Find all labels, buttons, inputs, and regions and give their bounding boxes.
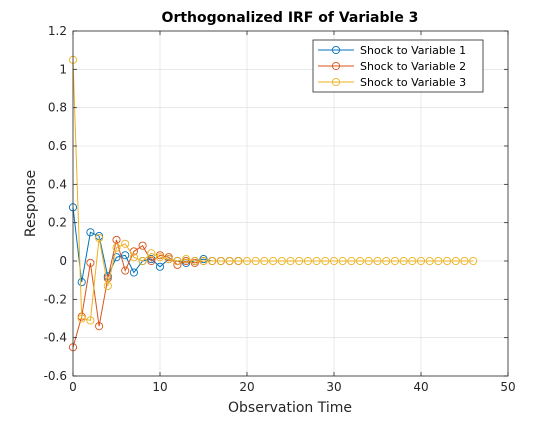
- x-tick-label: 10: [152, 380, 167, 394]
- x-tick-label: 50: [500, 380, 515, 394]
- data-point: [364, 256, 373, 266]
- series-layer: [68, 55, 478, 352]
- data-point: [225, 256, 234, 266]
- y-tick-label: -0.6: [44, 369, 67, 383]
- data-point: [147, 249, 156, 258]
- y-tick-label: 1: [59, 62, 67, 76]
- legend-marker: [331, 77, 341, 87]
- data-point: [112, 243, 121, 252]
- data-point: [155, 262, 165, 271]
- data-point: [86, 316, 95, 325]
- data-point: [469, 256, 478, 266]
- data-point: [147, 256, 156, 266]
- data-point: [277, 256, 286, 266]
- legend-label: Shock to Variable 2: [360, 60, 466, 73]
- data-point: [242, 256, 252, 266]
- data-point: [86, 258, 95, 267]
- y-tick-label: 1.2: [48, 24, 67, 38]
- data-point: [425, 256, 434, 266]
- data-point: [164, 255, 173, 264]
- legend-marker: [331, 45, 341, 55]
- data-point: [103, 274, 112, 283]
- data-point: [451, 256, 460, 266]
- data-point: [164, 253, 173, 262]
- data-point: [251, 256, 260, 266]
- y-tick-label: 0: [59, 254, 67, 268]
- data-point: [182, 256, 191, 266]
- data-point: [303, 256, 312, 266]
- data-point: [182, 255, 191, 264]
- data-point: [121, 251, 130, 260]
- series-line: [72, 59, 474, 322]
- y-tick-label: 0.6: [48, 139, 67, 153]
- data-point: [95, 322, 104, 331]
- data-point: [269, 256, 278, 266]
- chart-title: Orthogonalized IRF of Variable 3: [162, 10, 419, 26]
- x-tick-label: 0: [69, 380, 77, 394]
- data-point: [190, 256, 199, 266]
- data-point: [390, 256, 399, 266]
- data-point: [312, 256, 321, 266]
- x-tick-label: 40: [413, 380, 428, 394]
- data-point: [338, 256, 347, 266]
- data-point: [77, 314, 86, 323]
- tick-layer: 0 10 20 30 40 50 -0.6 -0.4 -0.2 0 0.2 0.4 0.6 0.8 1 1.2: [44, 24, 516, 394]
- data-point: [129, 268, 138, 277]
- data-point: [121, 239, 130, 248]
- data-point: [408, 256, 417, 266]
- data-point: [460, 256, 469, 266]
- data-point: [173, 256, 182, 266]
- data-point: [155, 253, 165, 262]
- data-point: [86, 228, 95, 237]
- legend-marker: [331, 61, 341, 71]
- data-point: [399, 256, 408, 266]
- y-tick-label: 0.2: [48, 216, 67, 230]
- data-point: [347, 256, 356, 266]
- data-point: [373, 256, 382, 266]
- y-tick-label: 0.8: [48, 101, 67, 115]
- plot-frame: [72, 30, 509, 377]
- data-point: [434, 256, 443, 266]
- legend-label: Shock to Variable 1: [360, 44, 466, 57]
- legend: Shock to Variable 1 Shock to Variable 2 Sh…: [312, 39, 484, 93]
- data-point: [199, 256, 208, 266]
- data-point: [216, 256, 225, 266]
- data-point: [112, 235, 121, 244]
- data-point: [190, 258, 199, 267]
- data-point: [138, 241, 147, 250]
- x-tick-label: 20: [239, 380, 254, 394]
- data-point: [295, 256, 304, 266]
- data-point: [121, 266, 130, 275]
- data-point: [286, 256, 295, 266]
- data-point: [77, 278, 86, 287]
- data-point: [129, 253, 138, 262]
- y-axis-label: Response: [23, 170, 39, 237]
- data-point: [199, 255, 208, 264]
- data-point: [95, 233, 104, 243]
- data-point: [382, 256, 391, 266]
- data-point: [443, 256, 452, 266]
- y-tick-label: -0.4: [44, 331, 67, 345]
- data-point: [103, 281, 112, 290]
- y-tick-label: -0.2: [44, 292, 67, 306]
- data-point: [329, 256, 339, 266]
- legend-label: Shock to Variable 3: [360, 76, 466, 89]
- data-point: [321, 256, 330, 266]
- series-group: [68, 55, 478, 325]
- data-point: [138, 256, 147, 266]
- x-tick-label: 30: [326, 380, 341, 394]
- x-axis-label: Observation Time: [228, 400, 352, 416]
- data-point: [416, 256, 426, 266]
- y-tick-label: 0.4: [48, 177, 67, 191]
- data-point: [356, 256, 365, 266]
- data-point: [234, 256, 243, 266]
- data-point: [208, 256, 217, 266]
- data-point: [260, 256, 269, 266]
